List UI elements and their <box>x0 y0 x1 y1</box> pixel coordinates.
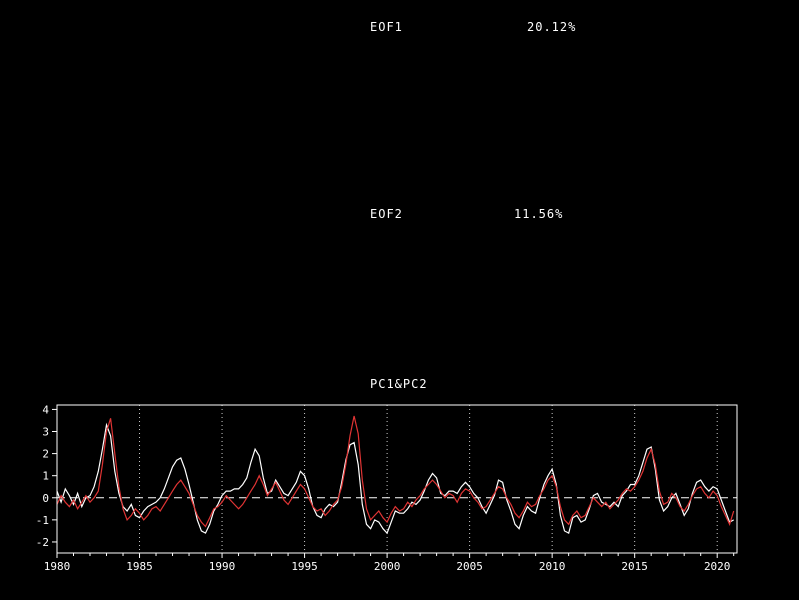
eof1-title: EOF1 <box>370 20 403 34</box>
svg-text:2: 2 <box>42 448 49 461</box>
svg-text:4: 4 <box>42 403 49 416</box>
eof1-variance-percent: 20.12% <box>527 20 577 34</box>
svg-text:2010: 2010 <box>539 560 566 573</box>
eof2-variance-percent: 11.56% <box>514 207 564 221</box>
eof2-map-panel <box>0 190 799 370</box>
pc-chart-title: PC1&PC2 <box>370 377 428 391</box>
svg-text:2000: 2000 <box>374 560 401 573</box>
svg-text:1990: 1990 <box>209 560 236 573</box>
eof1-map-panel <box>0 0 799 190</box>
svg-text:1980: 1980 <box>44 560 71 573</box>
svg-text:-2: -2 <box>36 536 49 549</box>
pc-timeseries-chart: 1980 1985 1990 1995 2000 2005 2010 2015 2020 -2 -1… <box>36 403 738 573</box>
svg-text:-1: -1 <box>36 514 49 527</box>
svg-text:1985: 1985 <box>126 560 153 573</box>
svg-text:2020: 2020 <box>704 560 731 573</box>
eof2-title: EOF2 <box>370 207 403 221</box>
svg-text:2015: 2015 <box>621 560 648 573</box>
svg-text:3: 3 <box>42 426 49 439</box>
svg-text:1995: 1995 <box>291 560 318 573</box>
svg-text:2005: 2005 <box>456 560 483 573</box>
svg-text:1: 1 <box>42 470 49 483</box>
svg-text:0: 0 <box>42 492 49 505</box>
